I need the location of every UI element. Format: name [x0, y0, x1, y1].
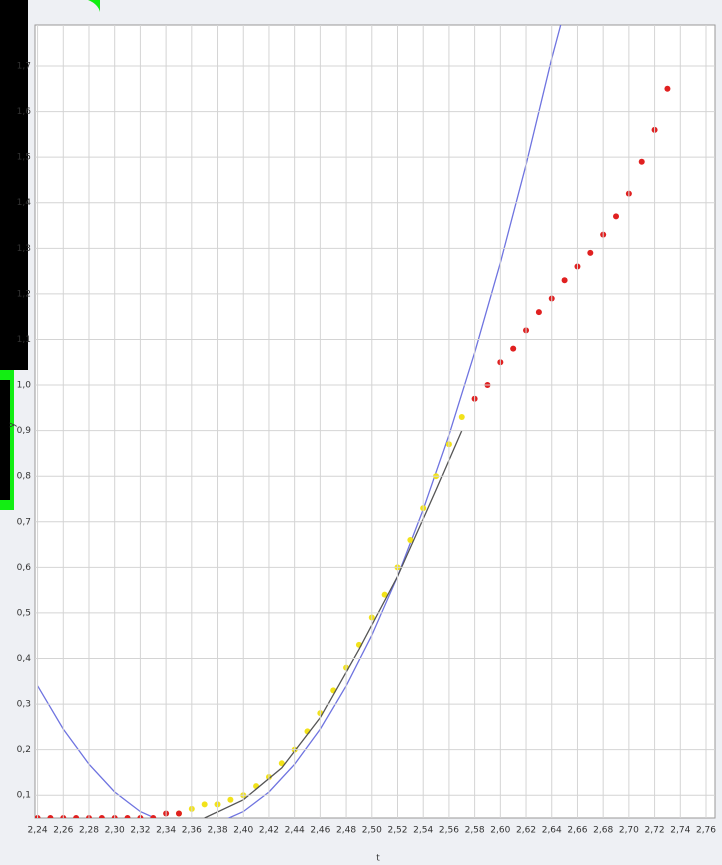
data-point: [381, 591, 388, 598]
y-tick-label: 0,1: [17, 791, 31, 801]
x-tick-label: 2,68: [593, 826, 613, 836]
x-tick-label: 2,50: [362, 826, 382, 836]
x-tick-label: 2,66: [567, 826, 587, 836]
x-tick-label: 2,48: [336, 826, 356, 836]
data-point: [613, 213, 620, 220]
y-tick-label: 0,6: [17, 563, 32, 573]
x-tick-label: 2,28: [79, 826, 99, 836]
data-point: [510, 345, 517, 352]
x-tick-label: 2,70: [619, 826, 639, 836]
data-point: [98, 815, 105, 818]
x-tick-label: 2,44: [285, 826, 305, 836]
x-tick-label: 2,24: [28, 826, 48, 836]
data-point: [47, 815, 54, 818]
plot: [35, 25, 671, 818]
data-point: [535, 309, 542, 316]
y-tick-label: 0,3: [17, 700, 31, 710]
data-point: [587, 249, 594, 256]
side-panel: [0, 0, 28, 370]
data-point: [278, 760, 285, 767]
y-tick-label: 0,7: [17, 517, 31, 527]
y-tick-label: 1,1: [17, 335, 31, 345]
fit-line: [204, 430, 463, 818]
y-tick-label: 0,5: [17, 608, 31, 618]
data-point: [407, 536, 414, 543]
data-point: [73, 815, 80, 818]
plot-area: [34, 24, 716, 819]
side-panel: [0, 380, 10, 500]
x-tick-label: 2,62: [516, 826, 536, 836]
y-tick-label: 1,5: [17, 153, 31, 163]
x-tick-label: 2,40: [233, 826, 253, 836]
y-tick-label: 0,8: [17, 472, 32, 482]
x-tick-label: 2,64: [542, 826, 562, 836]
y-axis-label: y: [8, 422, 18, 428]
data-point: [664, 85, 671, 92]
x-tick-label: 2,54: [413, 826, 433, 836]
x-axis-label: t: [376, 854, 380, 864]
x-tick-label: 2,76: [696, 826, 716, 836]
data-point: [227, 796, 234, 803]
x-tick-label: 2,34: [156, 826, 176, 836]
x-tick-label: 2,38: [208, 826, 228, 836]
y-tick-label: 0,2: [17, 745, 31, 755]
x-tick-label: 2,60: [490, 826, 510, 836]
y-tick-label: 1,6: [17, 107, 32, 117]
fit-line: [37, 25, 562, 818]
x-tick-label: 2,72: [645, 826, 665, 836]
data-point: [175, 810, 182, 817]
y-tick-label: 1,4: [17, 198, 32, 208]
data-point: [561, 277, 568, 284]
x-tick-label: 2,26: [53, 826, 73, 836]
x-tick-label: 2,30: [105, 826, 125, 836]
y-tick-label: 1,7: [17, 62, 31, 72]
x-tick-label: 2,46: [310, 826, 330, 836]
y-tick-label: 1,2: [17, 289, 31, 299]
data-point: [150, 815, 157, 818]
y-tick-label: 0,9: [17, 426, 32, 436]
x-tick-label: 2,42: [259, 826, 279, 836]
corner-accent: [88, 0, 100, 12]
data-point: [124, 815, 131, 818]
x-tick-label: 2,56: [439, 826, 459, 836]
y-tick-label: 0,4: [17, 654, 32, 664]
y-tick-label: 1,0: [17, 381, 32, 391]
x-tick-label: 2,32: [130, 826, 150, 836]
data-point: [458, 413, 465, 420]
x-tick-label: 2,58: [465, 826, 485, 836]
data-point: [201, 801, 208, 808]
x-tick-label: 2,36: [182, 826, 202, 836]
y-tick-label: 1,3: [17, 244, 31, 254]
x-tick-label: 2,52: [387, 826, 407, 836]
data-point: [638, 158, 645, 165]
x-tick-label: 2,74: [670, 826, 690, 836]
